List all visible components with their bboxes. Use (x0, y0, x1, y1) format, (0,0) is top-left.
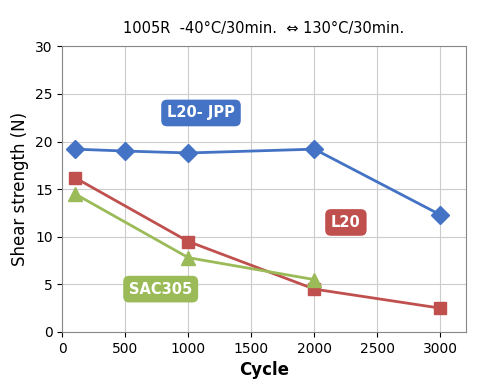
Text: L20- JPP: L20- JPP (167, 105, 235, 120)
Text: L20: L20 (331, 215, 361, 230)
X-axis label: Cycle: Cycle (239, 361, 289, 379)
Text: SAC305: SAC305 (129, 282, 192, 296)
Y-axis label: Shear strength (N): Shear strength (N) (12, 112, 29, 266)
Text: 1005R  -40°C/30min.  ⇔ 130°C/30min.: 1005R -40°C/30min. ⇔ 130°C/30min. (123, 21, 405, 36)
